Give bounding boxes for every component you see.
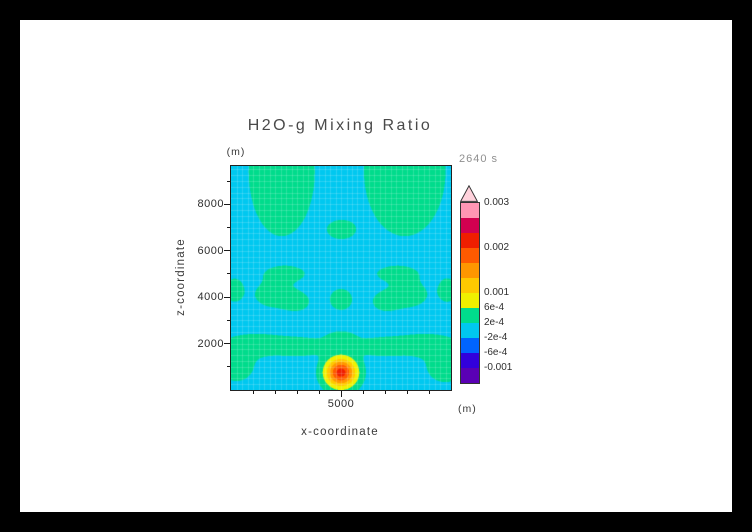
colorbar-box: [461, 353, 479, 368]
x-axis-tick: [274, 391, 276, 394]
colorbar-label: 0.003: [484, 197, 510, 208]
colorbar-label: -0.001: [484, 362, 513, 373]
y-axis-unit-label: (m): [226, 146, 246, 158]
x-axis-title: x-coordinate: [301, 426, 379, 438]
plot-title: H2O-g Mixing Ratio: [247, 117, 433, 134]
colorbar-label: 0.002: [484, 242, 510, 253]
y-tick-label: 2000: [197, 337, 224, 350]
plot-page: H2O-g Mixing Ratio (m) 2640 s z-coordina…: [20, 20, 732, 512]
y-tick-label: 6000: [197, 244, 224, 257]
x-axis-tick: [428, 391, 430, 394]
colorbar-label: -6e-4: [484, 347, 508, 358]
x-axis-tick: [406, 391, 408, 394]
colorbar-box: [461, 368, 479, 383]
x-axis-tick: [340, 391, 342, 397]
y-axis-tick: [224, 296, 230, 298]
colorbar-label: 6e-4: [484, 302, 505, 313]
y-axis-tick: [227, 273, 230, 275]
colorbar-box: [461, 323, 479, 338]
colorbar-arrow-shape: [460, 185, 478, 202]
y-axis-tick: [227, 319, 230, 321]
y-axis-tick: [227, 227, 230, 228]
colorbar-label: 0.001: [484, 287, 510, 298]
colorbar-label: 2e-4: [484, 317, 505, 328]
colorbar-box: [461, 308, 479, 323]
colorbar-box: [461, 248, 479, 263]
colorbar-box: [461, 263, 479, 278]
y-tick-label: 8000: [197, 198, 224, 211]
colorbar-box: [461, 338, 479, 353]
x-axis-tick: [318, 391, 320, 394]
colorbar-box: [461, 293, 479, 308]
colorbar-box: [461, 233, 479, 248]
y-axis-tick: [224, 203, 230, 205]
y-axis-tick: [224, 250, 230, 252]
x-axis-unit-label: (m): [458, 403, 477, 415]
x-axis-tick: [252, 391, 254, 394]
x-axis-tick: [296, 391, 298, 394]
y-axis-tick: [224, 343, 230, 345]
colorbar-box: [461, 203, 479, 218]
colorbar-overflow-arrow: [460, 185, 478, 202]
y-axis-tick: [227, 366, 230, 368]
contour-plot-canvas: [230, 165, 452, 391]
x-tick-label: 5000: [327, 398, 355, 410]
y-tick-label: 4000: [197, 291, 224, 304]
x-axis-tick: [384, 391, 386, 394]
timestamp-label: 2640 s: [459, 153, 499, 165]
y-axis-tick: [227, 180, 230, 182]
colorbar-box: [461, 278, 479, 293]
colorbar-label: -2e-4: [484, 332, 508, 343]
colorbar-box: [461, 218, 479, 233]
colorbar-boxes: [460, 202, 480, 384]
x-axis-tick: [362, 391, 364, 394]
